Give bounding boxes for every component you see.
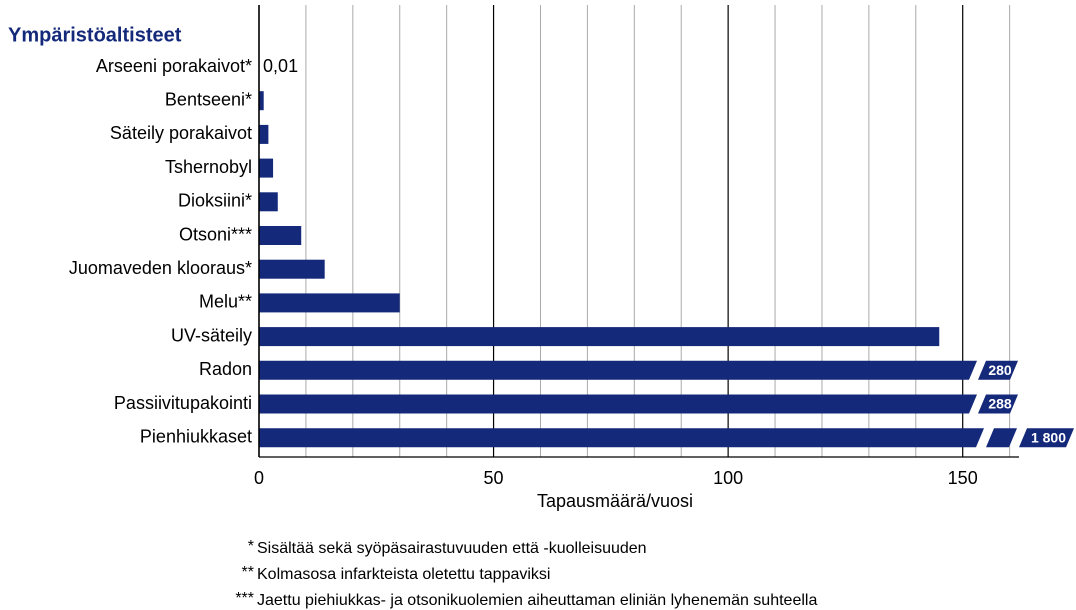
value-label: 288 <box>988 396 1012 412</box>
y-tick-label: Melu** <box>199 292 252 312</box>
bar <box>259 226 302 245</box>
x-tick-label: 0 <box>254 468 264 488</box>
value-label: 0,01 <box>263 56 298 76</box>
bar <box>259 360 1018 380</box>
x-axis-label: Tapausmäärä/vuosi <box>537 491 693 511</box>
chart-title: Ympäristöaltisteet <box>8 24 182 46</box>
bar <box>259 428 1074 448</box>
footnote-text: Sisältää sekä syöpäsairastuvuuden että -… <box>257 540 647 557</box>
y-tick-label: UV-säteily <box>171 325 252 345</box>
value-label: 1 800 <box>1031 429 1066 445</box>
y-tick-label: Säteily porakaivot <box>110 123 252 143</box>
bar <box>259 293 400 313</box>
footnote-marker: ** <box>242 564 254 581</box>
footnote-text: Kolmasosa infarkteista oletettu tappavik… <box>257 566 550 583</box>
y-tick-label: Juomaveden klooraus* <box>69 258 252 278</box>
y-tick-label: Radon <box>199 359 252 379</box>
value-label: 280 <box>988 362 1012 378</box>
x-tick-label: 50 <box>484 468 504 488</box>
x-tick-label: 100 <box>713 468 743 488</box>
y-tick-label: Arseeni porakaivot* <box>96 56 252 76</box>
y-tick-label: Bentseeni* <box>165 89 252 109</box>
y-tick-label: Otsoni*** <box>179 224 252 244</box>
bar <box>259 192 278 212</box>
footnote-text: Jaettu piehiukkas- ja otsonikuolemien ai… <box>257 592 817 609</box>
x-tick-label: 150 <box>948 468 978 488</box>
bar <box>259 91 264 111</box>
bar <box>259 158 274 178</box>
y-tick-label: Pienhiukkaset <box>140 426 252 446</box>
bar <box>259 327 940 347</box>
bar <box>259 394 1018 414</box>
bar <box>259 259 325 279</box>
y-tick-label: Tshernobyl <box>165 157 252 177</box>
y-tick-label: Passiivitupakointi <box>114 393 252 413</box>
footnote-marker: * <box>248 538 254 555</box>
footnote-marker: *** <box>235 590 254 607</box>
bar <box>259 124 269 144</box>
y-tick-label: Dioksiini* <box>178 191 252 211</box>
